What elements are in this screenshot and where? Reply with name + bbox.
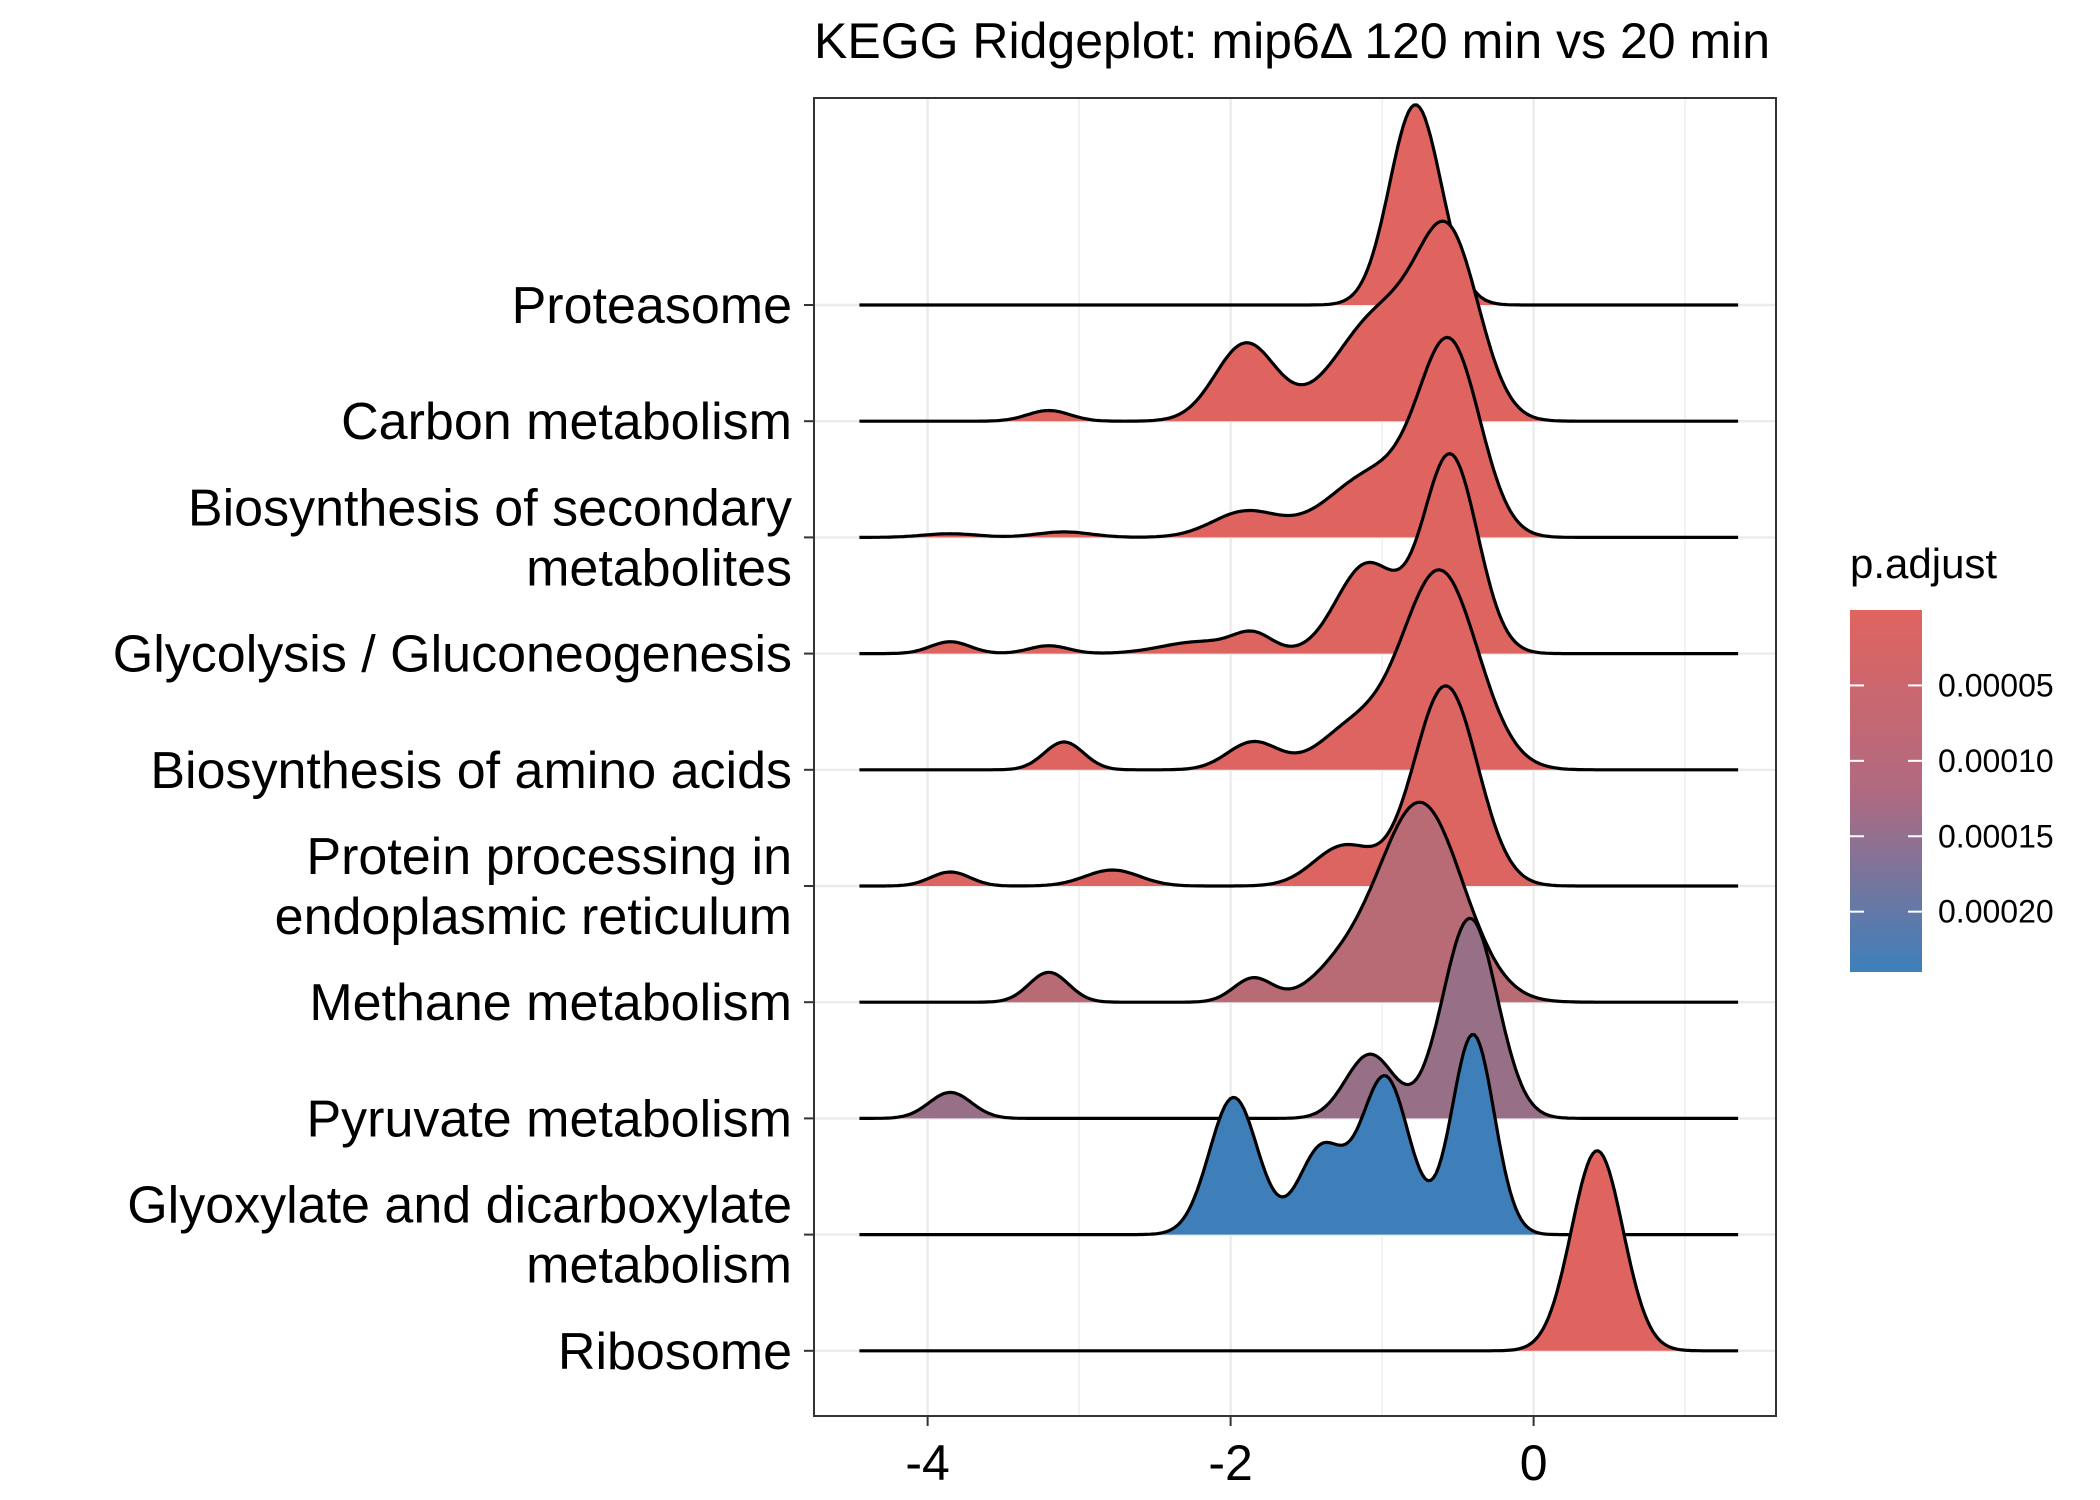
ridge-outline [859,916,1739,1120]
ridge-outline [859,219,1739,423]
ridge-fill [859,1034,1739,1235]
y-tick-label: Proteasome [512,277,792,335]
ridge-protein-processing-in-endoplasmic-reticulum [859,684,1739,888]
y-axis-labels: Proteasome Carbon metabolism Biosynthesis … [113,277,814,1381]
legend-tick-label: 0.00010 [1938,743,2054,779]
y-tick-label: Biosynthesis of secondary metabolites [188,479,792,597]
legend-tick-label: 0.00015 [1938,818,2054,854]
legend-title: p.adjust [1850,540,1997,587]
ridge-outline [859,335,1739,539]
color-legend: p.adjust 0.00005 0.00010 0.00015 0.00020 [1850,540,2054,972]
legend-tick-label: 0.00005 [1938,667,2054,703]
y-tick-label: Methane metabolism [309,974,792,1032]
ridge-fill [859,918,1739,1119]
legend-tick-label: 0.00020 [1938,894,2054,930]
ridge-ribosome [859,1149,1739,1353]
plot-panel [813,97,1777,1417]
ridge-outline [859,568,1739,772]
ridge-biosynthesis-of-amino-acids [859,568,1739,772]
y-tick-label: Glyoxylate and dicarboxylate metabolism [127,1177,792,1295]
ridge-methane-metabolism [859,800,1739,1004]
ridge-outline [859,1149,1739,1353]
legend-colorbar [1850,610,1922,972]
ridge-outline [859,452,1739,656]
y-tick-label: Glycolysis / Gluconeogenesis [113,626,792,684]
chart-title: KEGG Ridgeplot: mip6Δ 120 min vs 20 min [814,13,1770,69]
ridge-carbon-metabolism [859,219,1739,423]
panel-border [813,97,1777,1417]
ridge-outline [859,103,1739,307]
ridge-proteasome [859,103,1739,307]
ridge-outline [859,684,1739,888]
x-axis: -4 -2 0 [905,1416,1548,1491]
y-tick-label: Biosynthesis of amino acids [150,742,792,800]
x-tick-label: -2 [1208,1435,1252,1491]
ridge-pyruvate-metabolism [859,916,1739,1120]
ridge-biosynthesis-of-secondary-metabolites [859,335,1739,539]
y-tick-label: Protein processing in endoplasmic reticul… [275,828,792,946]
ridge-outline [859,800,1739,1004]
y-tick-label: Carbon metabolism [341,393,792,451]
x-tick-label: -4 [905,1435,949,1491]
ridge-glycolysis-gluconeogenesis [859,452,1739,656]
x-tick-label: 0 [1520,1435,1548,1491]
y-tick-label: Ribosome [558,1323,792,1381]
y-tick-label: Pyruvate metabolism [306,1090,792,1148]
ridge-fill [859,1150,1739,1351]
